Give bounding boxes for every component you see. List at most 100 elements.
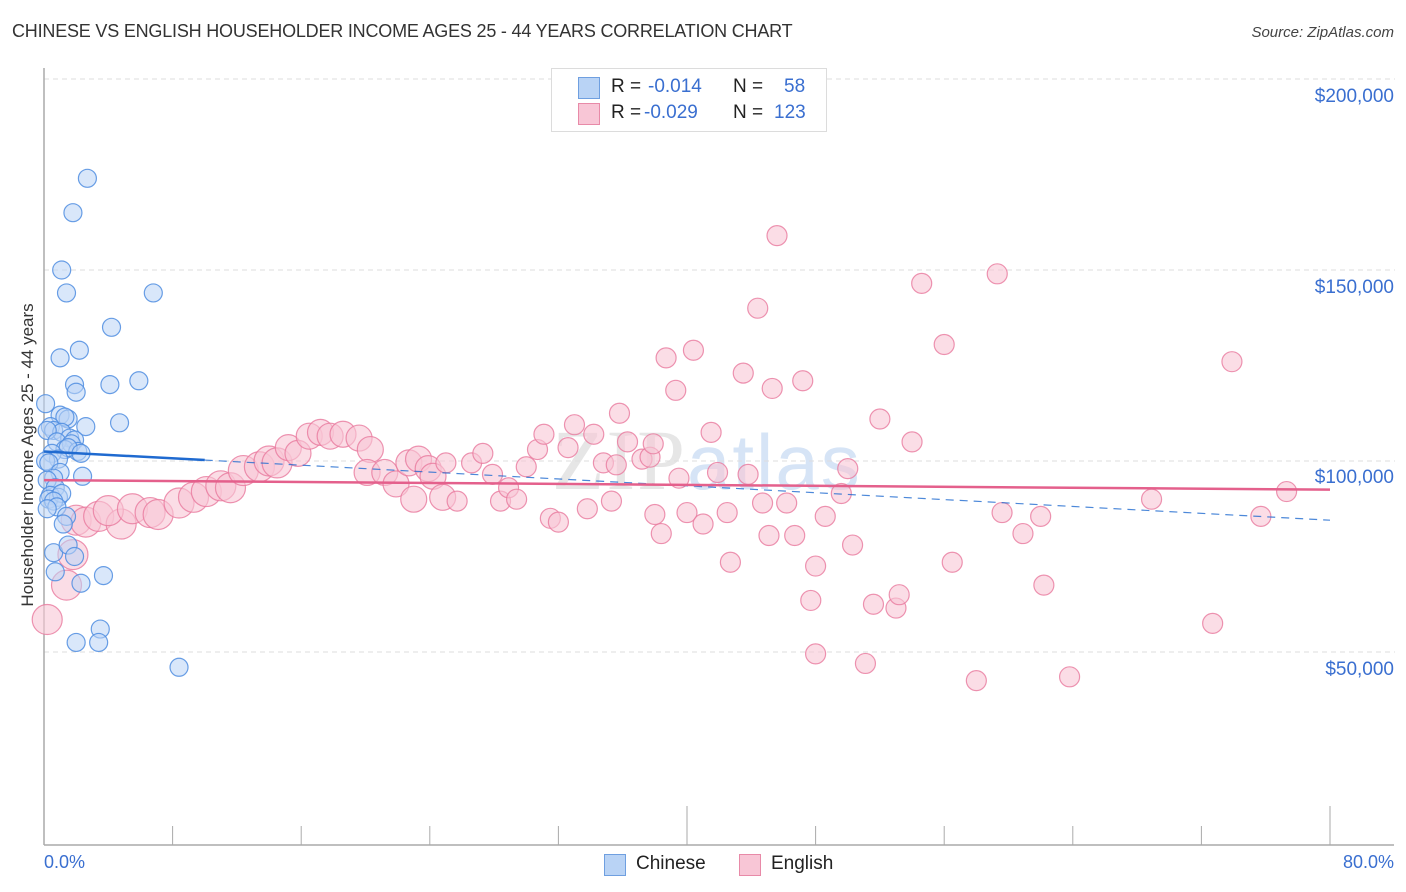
y-axis-label: Householder Income Ages 25 - 44 years	[18, 303, 37, 607]
english-r-value: -0.029	[644, 102, 698, 123]
english-data-point	[804, 643, 827, 665]
english-data-point	[655, 347, 677, 369]
english-data-point	[841, 534, 864, 556]
english-data-point	[576, 498, 598, 520]
english-data-point	[676, 501, 698, 524]
english-data-point	[737, 463, 759, 485]
y-tick-100k: $100,000	[1314, 467, 1394, 488]
english-data-point	[766, 225, 788, 247]
english-data-point	[400, 485, 428, 513]
english-data-point	[608, 402, 631, 424]
english-data-point	[1030, 505, 1052, 527]
english-data-point	[665, 379, 687, 401]
english-data-point	[472, 442, 494, 464]
english-data-point	[557, 437, 579, 459]
x-tick-max: 80.0%	[1342, 852, 1394, 872]
english-data-point	[31, 603, 63, 636]
english-data-point	[668, 467, 690, 489]
source-credit: Source: ZipAtlas.com	[1251, 24, 1394, 41]
english-data-point	[1140, 488, 1163, 510]
english-data-point	[869, 408, 891, 430]
chinese-trend-extrapolation	[204, 459, 1331, 521]
english-data-point	[888, 584, 910, 606]
english-data-point	[901, 431, 923, 453]
english-data-point	[761, 377, 783, 400]
chinese-data-point	[71, 573, 91, 593]
english-data-point	[854, 652, 877, 675]
chinese-data-point	[52, 260, 72, 280]
english-data-point	[506, 488, 528, 510]
english-data-point	[751, 492, 774, 514]
chinese-data-point	[76, 417, 96, 437]
chinese-data-point	[77, 168, 98, 188]
chinese-data-point	[45, 562, 65, 582]
english-data-point	[616, 431, 639, 453]
english-data-point	[1202, 612, 1224, 634]
chinese-data-point	[100, 375, 120, 395]
english-data-point	[533, 423, 555, 445]
english-swatch	[578, 103, 600, 125]
english-data-point	[732, 362, 754, 384]
english-data-point	[716, 501, 738, 524]
english-data-point	[481, 463, 504, 485]
english-data-point	[800, 589, 822, 612]
english-data-point	[600, 490, 623, 512]
chinese-data-point	[66, 632, 86, 653]
trend-lines	[43, 450, 1331, 521]
chinese-data-point	[89, 632, 109, 653]
english-data-point	[583, 423, 605, 445]
english-data-point	[758, 524, 780, 547]
english-data-point	[830, 482, 852, 505]
english-data-point	[706, 461, 729, 484]
chinese-data-point	[50, 348, 70, 368]
english-data-point	[862, 593, 885, 615]
english-data-point	[435, 452, 457, 474]
y-tick-50k: $50,000	[1325, 659, 1394, 680]
english-n-value: 123	[774, 102, 806, 123]
english-data-point	[356, 435, 384, 464]
chinese-data-point	[66, 382, 86, 402]
chinese-data-point	[64, 546, 85, 567]
english-data-point	[986, 263, 1008, 285]
chinese-data-point	[56, 283, 77, 303]
english-data-point	[1012, 522, 1034, 545]
chinese-data-point	[36, 394, 56, 414]
chinese-legend-swatch	[604, 854, 626, 876]
english-data-point	[792, 370, 814, 392]
english-data-point	[776, 492, 798, 514]
chinese-data-point	[169, 657, 189, 677]
english-data-point	[563, 414, 586, 436]
english-data-point	[784, 524, 806, 547]
chinese-data-point	[63, 203, 83, 223]
english-data-point	[682, 339, 705, 361]
english-data-point	[719, 551, 742, 573]
chinese-points	[36, 168, 189, 677]
chinese-trend-line	[43, 450, 205, 462]
english-data-point	[547, 511, 570, 533]
english-data-point	[804, 555, 827, 577]
chinese-data-point	[109, 413, 130, 433]
chinese-data-point	[37, 499, 57, 519]
chinese-data-point	[101, 317, 122, 337]
english-data-point	[941, 551, 963, 573]
english-data-point	[692, 513, 714, 535]
english-data-point	[1221, 351, 1243, 373]
x-tick-min: 0.0%	[44, 852, 86, 872]
english-data-point	[642, 433, 664, 455]
chinese-n-value: 58	[784, 76, 806, 97]
english-trend-line	[43, 478, 1331, 491]
chinese-r-value: -0.014	[648, 76, 702, 97]
chinese-data-point	[53, 514, 73, 534]
english-data-point	[747, 297, 769, 319]
english-data-point	[605, 454, 627, 476]
y-tick-150k: $150,000	[1314, 277, 1394, 298]
english-data-point	[933, 333, 955, 356]
english-data-point	[1058, 666, 1081, 688]
english-data-point	[991, 501, 1013, 524]
english-points	[31, 225, 1298, 692]
y-tick-200k: $200,000	[1314, 86, 1394, 107]
english-data-point	[700, 421, 722, 443]
english-data-point	[1033, 574, 1055, 596]
chinese-data-point	[143, 283, 163, 303]
